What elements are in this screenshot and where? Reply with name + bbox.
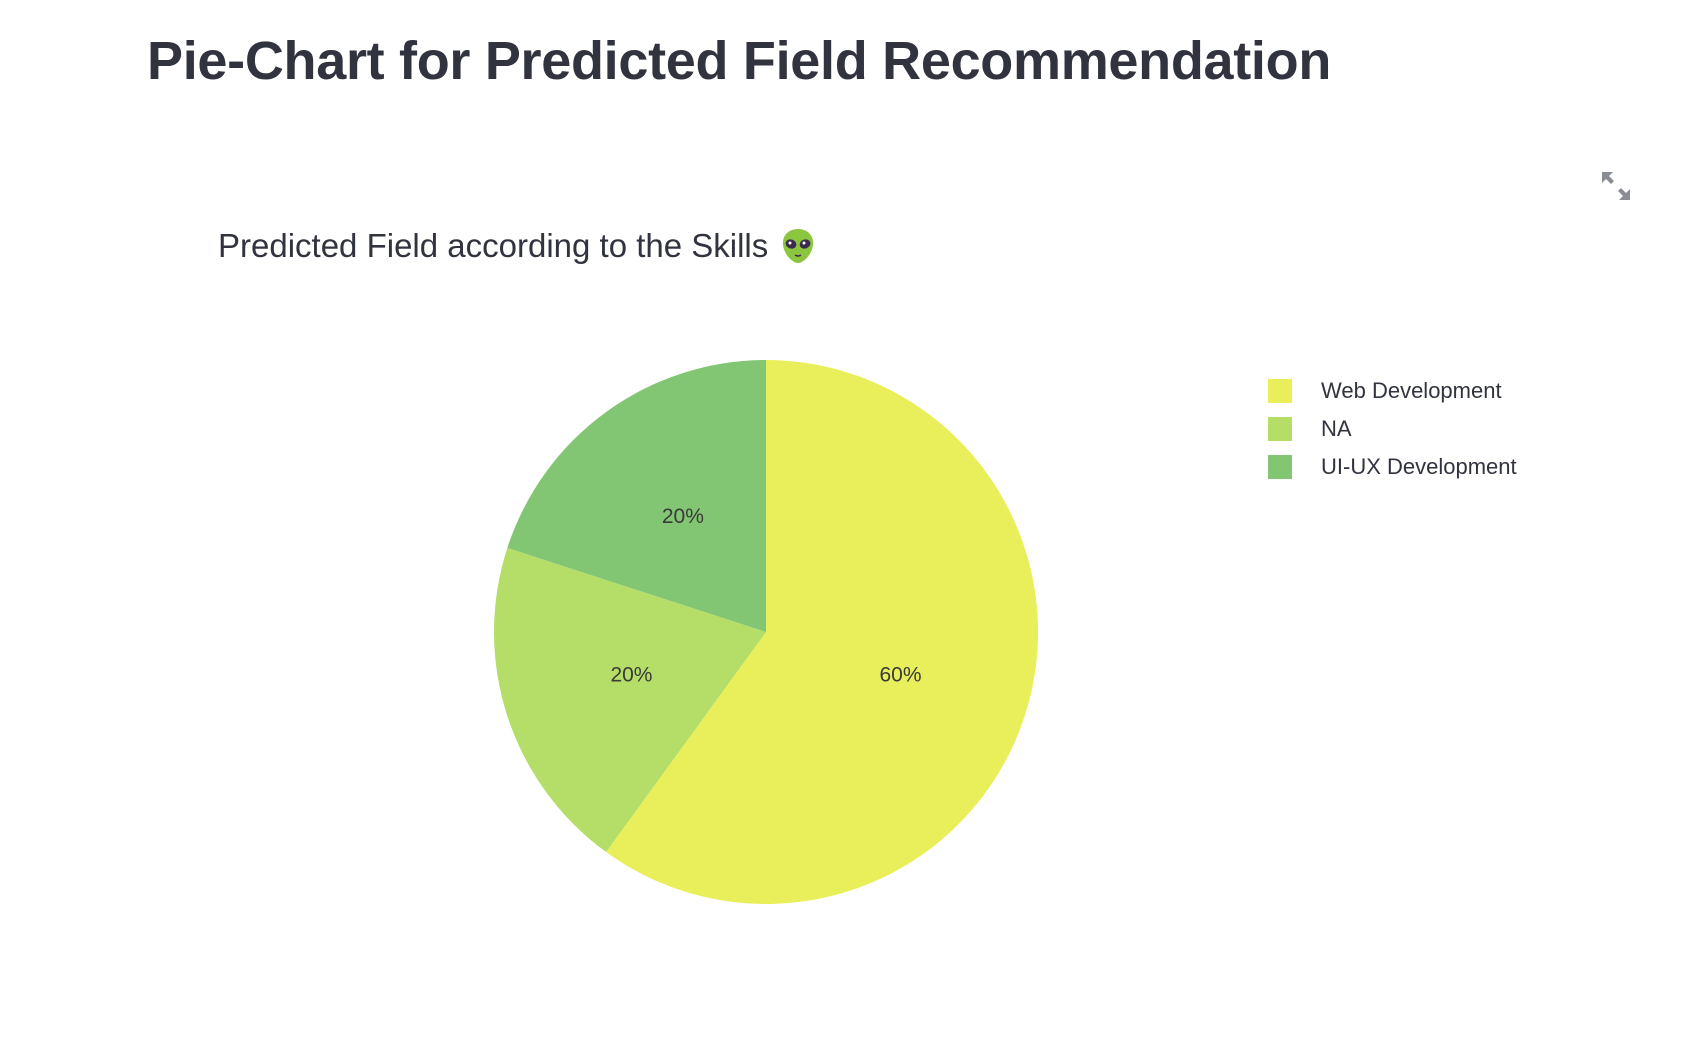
alien-emoji-icon <box>783 229 814 263</box>
legend-label: NA <box>1321 416 1352 441</box>
fullscreen-button[interactable] <box>1598 168 1634 204</box>
legend-swatch <box>1268 455 1292 479</box>
pie-slice-web-development[interactable] <box>606 360 1038 904</box>
legend-item[interactable]: Web Development <box>1268 372 1517 410</box>
expand-arrows-icon <box>1602 172 1630 200</box>
legend-swatch <box>1268 417 1292 441</box>
legend-swatch <box>1268 379 1292 403</box>
pie-slice-ui-ux-development[interactable] <box>507 360 766 632</box>
chart-title: Predicted Field according to the Skills <box>218 227 769 264</box>
chart-title-wrapper: Predicted Field according to the Skills <box>218 224 816 268</box>
legend-item[interactable]: NA <box>1268 410 1517 448</box>
legend-label: Web Development <box>1321 378 1502 403</box>
pie-slice-na[interactable] <box>493 547 766 853</box>
legend-label: UI-UX Development <box>1321 454 1517 479</box>
page-title: Pie-Chart for Predicted Field Recommenda… <box>147 31 1332 91</box>
legend-item[interactable]: UI-UX Development <box>1268 448 1517 486</box>
chart-legend: Web Development NA UI-UX Development <box>1268 372 1517 486</box>
